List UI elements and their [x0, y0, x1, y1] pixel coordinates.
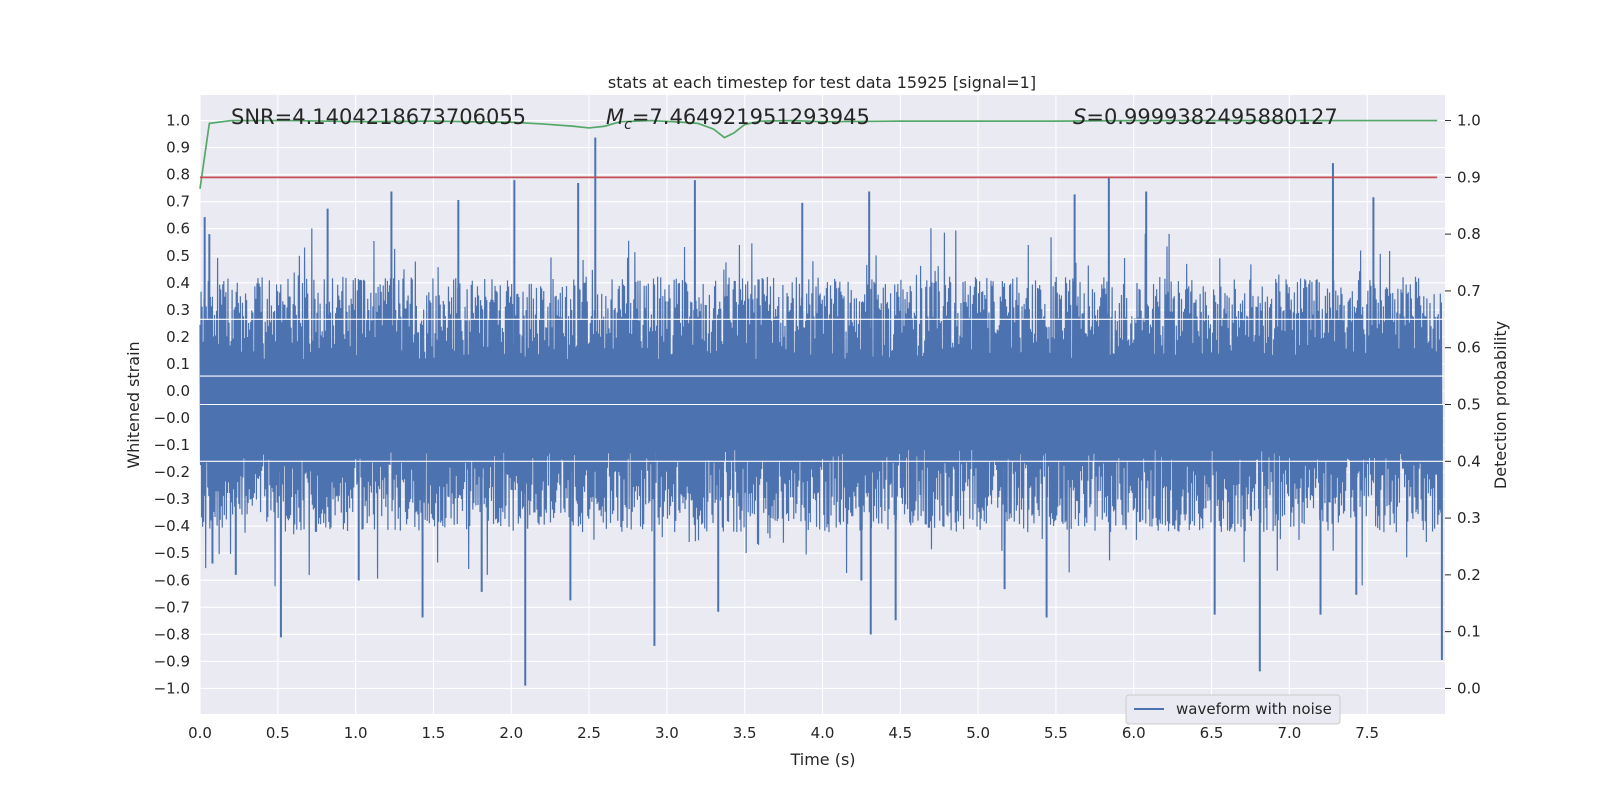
- y-tick-label: 0.9: [166, 139, 190, 157]
- y2-tick-label: 0.1: [1457, 623, 1481, 641]
- y-tick-label: −0.9: [154, 652, 190, 670]
- y2-tick-label: 0.6: [1457, 339, 1481, 357]
- x-tick-label: 4.5: [888, 724, 912, 742]
- y-tick-label: 0.4: [166, 274, 190, 292]
- y-tick-label: −0.4: [154, 517, 190, 535]
- y-tick-label: 0.1: [166, 355, 190, 373]
- y2-axis-label: Detection probability: [1491, 321, 1510, 489]
- legend-box: [1125, 694, 1341, 725]
- y-tick-label: −0.3: [154, 490, 190, 508]
- snr-annotation: SNR=4.1404218673706055: [231, 105, 526, 129]
- y-tick-label: 0.3: [166, 301, 190, 319]
- x-tick-label: 2.5: [577, 724, 601, 742]
- chirp-mass-value: =7.464921951293945: [632, 105, 870, 129]
- y-axis-label: Whitened strain: [124, 341, 143, 468]
- score-symbol: S: [1073, 105, 1086, 129]
- legend: waveform with noise: [1125, 694, 1341, 725]
- data-area: [199, 119, 1445, 686]
- x-ticks: 0.0 0.5 1.0 1.5 2.0 2.5 3.0 3.5 4.0 4.5 5.0 5.5 6.0 6…: [188, 724, 1379, 742]
- chirp-mass-annotation: Mc=7.464921951293945: [606, 105, 870, 133]
- y-tick-label: −0.0: [154, 409, 190, 427]
- y2-ticks: 0.0 0.1 0.2 0.3 0.4 0.5 0.6 0.7 0.8 0.9 1.0: [1445, 112, 1481, 697]
- y-tick-label: 0.5: [166, 247, 190, 265]
- score-value: =0.9999382495880127: [1086, 105, 1337, 129]
- x-tick-label: 3.0: [655, 724, 679, 742]
- x-tick-label: 6.0: [1122, 724, 1146, 742]
- y2-tick-label: 0.5: [1457, 396, 1481, 414]
- y2-tick-label: 0.2: [1457, 566, 1481, 584]
- y-tick-label: 0.2: [166, 328, 190, 346]
- x-tick-label: 2.0: [499, 724, 523, 742]
- y-tick-label: −0.7: [154, 598, 190, 616]
- y2-tick-label: 0.4: [1457, 452, 1481, 470]
- y-tick-label: −0.8: [154, 625, 190, 643]
- x-axis-label: Time (s): [789, 750, 855, 769]
- y-ticks: 1.0 0.9 0.8 0.7 0.6 0.5 0.4 0.3 0.2 0.1 0.0 −0.0 −0.…: [154, 112, 190, 698]
- x-tick-label: 5.5: [1044, 724, 1068, 742]
- y2-tick-label: 0.3: [1457, 509, 1481, 527]
- score-annotation: S=0.9999382495880127: [1073, 105, 1338, 129]
- x-tick-label: 1.5: [422, 724, 446, 742]
- chirp-mass-subscript: c: [624, 117, 632, 133]
- x-tick-label: 0.5: [266, 724, 290, 742]
- x-tick-label: 5.0: [966, 724, 990, 742]
- x-tick-label: 7.5: [1355, 724, 1379, 742]
- x-tick-label: 1.0: [344, 724, 368, 742]
- x-tick-label: 4.0: [811, 724, 835, 742]
- y-tick-label: −0.2: [154, 463, 190, 481]
- legend-label-waveform: waveform with noise: [1176, 700, 1332, 718]
- y2-tick-label: 0.0: [1457, 679, 1481, 697]
- y-tick-label: 0.6: [166, 220, 190, 238]
- y2-tick-label: 0.8: [1457, 225, 1481, 243]
- x-tick-label: 3.5: [733, 724, 757, 742]
- y-tick-label: 0.8: [166, 166, 190, 184]
- y-tick-label: 0.0: [166, 382, 190, 400]
- y-tick-label: 0.7: [166, 193, 190, 211]
- y2-tick-label: 0.9: [1457, 168, 1481, 186]
- y-tick-label: −0.5: [154, 544, 190, 562]
- x-tick-label: 6.5: [1200, 724, 1224, 742]
- y2-tick-label: 0.7: [1457, 282, 1481, 300]
- y-tick-label: 1.0: [166, 112, 190, 130]
- y-tick-label: −0.1: [154, 436, 190, 454]
- x-tick-label: 7.0: [1277, 724, 1301, 742]
- y-tick-label: −1.0: [154, 679, 190, 697]
- chart-title: stats at each timestep for test data 159…: [608, 73, 1036, 92]
- y-tick-label: −0.6: [154, 571, 190, 589]
- y2-tick-label: 1.0: [1457, 112, 1481, 130]
- series-probability-line: [199, 119, 1438, 189]
- x-tick-label: 0.0: [188, 724, 212, 742]
- chirp-mass-symbol: M: [606, 105, 624, 129]
